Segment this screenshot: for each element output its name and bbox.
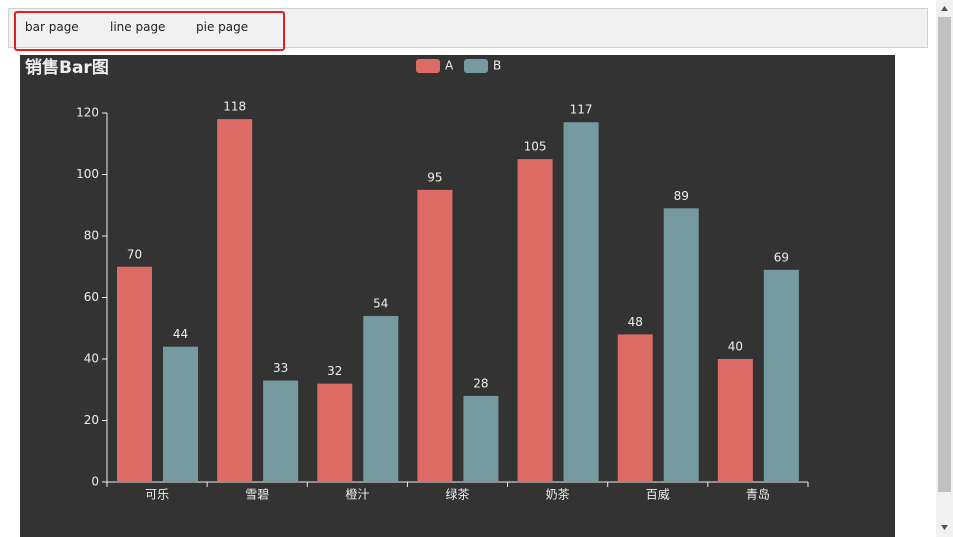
bar — [363, 315, 399, 482]
y-tick-label: 20 — [84, 413, 99, 427]
bar — [517, 159, 553, 482]
y-tick-label: 100 — [76, 167, 99, 181]
x-tick-label: 雪碧 — [245, 488, 269, 502]
y-tick-label: 60 — [84, 290, 99, 304]
x-tick-label: 可乐 — [145, 488, 169, 502]
bar — [217, 119, 253, 483]
data-label: 118 — [223, 100, 246, 114]
bar — [463, 395, 499, 482]
bar — [417, 189, 453, 482]
scroll-thumb[interactable] — [938, 17, 951, 492]
y-tick-label: 80 — [84, 229, 99, 243]
data-label: 70 — [127, 247, 142, 261]
y-tick-label: 40 — [84, 352, 99, 366]
bar — [563, 122, 599, 482]
bar — [117, 266, 152, 482]
data-label: 54 — [373, 296, 388, 310]
y-tick-label: 0 — [91, 475, 99, 489]
legend-label: B — [493, 59, 501, 73]
data-label: 33 — [273, 361, 288, 375]
nav-highlight — [14, 11, 285, 51]
bar — [663, 208, 699, 482]
scroll-arrows — [941, 6, 948, 530]
tab[interactable]: line page — [110, 20, 166, 34]
nav-bar — [8, 8, 928, 48]
data-label: 89 — [674, 189, 689, 203]
x-tick-label: 绿茶 — [445, 487, 469, 502]
data-label: 40 — [728, 340, 743, 354]
data-label: 28 — [473, 376, 488, 390]
bar — [717, 359, 753, 482]
data-label: 48 — [628, 315, 643, 329]
legend-swatch — [464, 59, 488, 73]
data-label: 117 — [570, 103, 593, 117]
bar — [617, 334, 653, 482]
bar — [163, 346, 198, 482]
chart-title: 销售Bar图 — [25, 57, 109, 78]
y-tick-label: 120 — [76, 106, 99, 120]
bar — [763, 269, 799, 482]
x-tick-label: 橙汁 — [345, 487, 369, 502]
bar — [263, 380, 299, 482]
legend-swatch — [416, 59, 440, 73]
x-tick-label: 百威 — [646, 488, 670, 502]
data-label: 69 — [774, 250, 789, 264]
x-tick-label: 奶茶 — [546, 487, 570, 502]
scrollbar[interactable] — [936, 0, 953, 537]
data-label: 95 — [427, 170, 442, 184]
chart: 销售Bar图 A B 0 20 40 60 80 100 120 可乐 70 44 雪碧 118 33 橙汁 3… — [20, 55, 895, 537]
data-label: 105 — [524, 140, 547, 154]
data-label: 32 — [327, 364, 342, 378]
x-tick-label: 青岛 — [746, 487, 770, 502]
tab[interactable]: bar page — [25, 20, 79, 34]
bar — [317, 383, 353, 482]
tab[interactable]: pie page — [196, 20, 249, 34]
legend-label: A — [445, 59, 454, 73]
data-label: 44 — [173, 327, 188, 341]
